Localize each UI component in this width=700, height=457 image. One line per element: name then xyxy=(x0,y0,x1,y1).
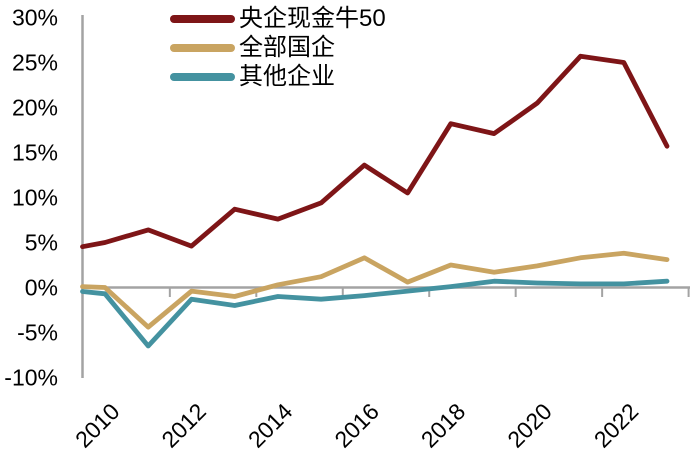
series-line-2 xyxy=(80,278,670,349)
x-tick-label: 2014 xyxy=(243,398,298,453)
legend-label-other: 其他企业 xyxy=(239,63,335,90)
legend-marker-cashcow50-icon xyxy=(170,15,235,23)
legend: 央企现金牛50 全部国企 其他企业 xyxy=(170,7,386,94)
legend-marker-other-icon xyxy=(170,73,235,81)
series-line-0 xyxy=(80,53,670,250)
y-tick-label: 5% xyxy=(25,230,58,256)
y-tick-label: -5% xyxy=(17,320,58,346)
legend-item-cashcow50: 央企现金牛50 xyxy=(170,7,386,31)
y-tick-label: 20% xyxy=(12,95,58,121)
x-tick-label: 2010 xyxy=(70,398,125,453)
x-tick-label: 2012 xyxy=(156,398,211,453)
y-tick-label: 30% xyxy=(12,5,58,31)
x-tick-label: 2018 xyxy=(416,398,471,453)
legend-label-all-soe: 全部国企 xyxy=(239,34,335,61)
y-tick-label: 10% xyxy=(12,185,58,211)
legend-item-other: 其他企业 xyxy=(170,65,386,89)
y-tick-label: 15% xyxy=(12,140,58,166)
y-tick-label: -10% xyxy=(4,365,58,391)
series-line-1 xyxy=(80,250,670,330)
legend-marker-all-soe-icon xyxy=(170,44,235,52)
x-tick-label: 2020 xyxy=(502,398,557,453)
x-tick-label: 2022 xyxy=(589,398,644,453)
y-tick-label: 25% xyxy=(12,50,58,76)
x-tick-label: 2016 xyxy=(329,398,384,453)
y-tick-label: 0% xyxy=(25,275,58,301)
legend-label-cashcow50: 央企现金牛50 xyxy=(239,5,386,32)
legend-item-all-soe: 全部国企 xyxy=(170,36,386,60)
